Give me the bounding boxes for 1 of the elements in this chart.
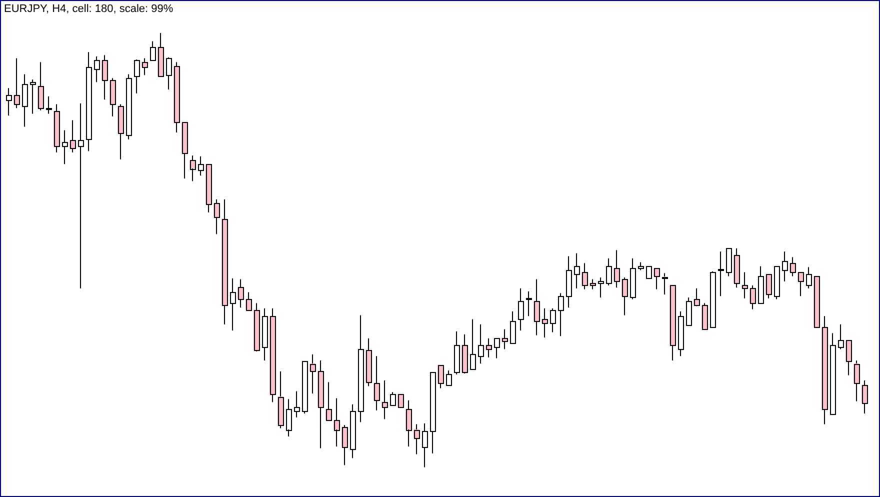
chart-title: EURJPY, H4, cell: 180, scale: 99% — [4, 3, 174, 15]
